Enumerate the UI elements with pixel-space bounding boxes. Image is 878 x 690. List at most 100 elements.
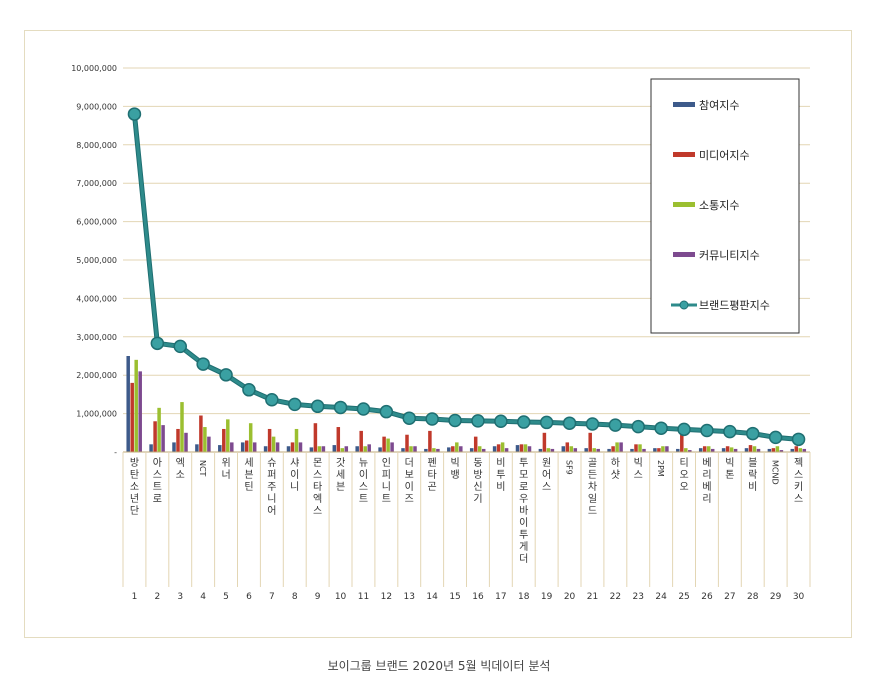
bar <box>473 436 478 452</box>
bar <box>634 444 638 452</box>
line-point <box>539 415 554 430</box>
bar <box>615 442 619 452</box>
bar <box>363 446 367 452</box>
y-tick-label: 2,000,000 <box>76 371 117 380</box>
legend-label: 브랜드평판지수 <box>699 299 770 312</box>
bar <box>665 446 669 452</box>
line-point <box>585 417 600 431</box>
bar <box>661 446 665 452</box>
bar <box>271 436 276 452</box>
bar <box>240 442 245 452</box>
bar <box>710 448 715 452</box>
bar <box>469 448 474 452</box>
rank-label: 23 <box>633 592 644 602</box>
line-point <box>333 400 348 415</box>
y-tick-label: 7,000,000 <box>76 179 117 188</box>
bar <box>130 382 134 452</box>
bar <box>195 444 199 452</box>
line-point <box>746 426 760 441</box>
bar <box>332 445 337 452</box>
bar <box>455 442 459 452</box>
bar <box>584 448 588 452</box>
y-tick-label: 1,000,000 <box>76 410 117 419</box>
rank-label: 30 <box>793 592 805 602</box>
bar <box>688 450 692 452</box>
bar <box>413 446 417 452</box>
line-point <box>608 418 623 432</box>
bar <box>428 430 432 452</box>
chart-frame: - 1,000,000 2,000,000 3,000,000 4,000,000 5,0… <box>24 30 852 638</box>
rank-label: 13 <box>404 592 415 602</box>
rank-label: 3 <box>177 592 183 602</box>
y-tick-label: 9,000,000 <box>76 102 117 111</box>
legend-label: 미디어지수 <box>699 149 750 162</box>
bar <box>477 446 482 452</box>
bar <box>176 428 180 452</box>
y-tick-labels: - 1,000,000 2,000,000 3,000,000 4,000,000 5,0… <box>71 64 117 457</box>
bar <box>401 448 405 452</box>
rank-label: 14 <box>426 592 438 602</box>
chart-caption: 보이그룹 브랜드 2020년 5월 빅데이터 분석 <box>327 659 551 673</box>
bar <box>779 450 784 452</box>
bar <box>248 423 253 452</box>
rank-label: 28 <box>747 592 759 602</box>
rank-label: 17 <box>495 592 506 602</box>
rank-label: 27 <box>724 592 735 602</box>
line-point <box>379 404 394 419</box>
bar <box>596 448 600 452</box>
brand-reputation-chart: - 1,000,000 2,000,000 3,000,000 4,000,000 5,0… <box>71 64 811 602</box>
line-point <box>562 416 577 430</box>
bar <box>756 448 761 452</box>
line-point <box>723 424 737 439</box>
bar <box>294 428 299 452</box>
rank-label: 21 <box>587 592 598 602</box>
bar <box>336 427 341 452</box>
bar <box>630 448 634 452</box>
rank-label: 19 <box>541 592 553 602</box>
bar <box>496 444 501 452</box>
line-point <box>356 402 371 416</box>
bar <box>565 442 570 452</box>
bar <box>733 448 738 452</box>
bar <box>432 448 436 452</box>
bar <box>226 419 230 452</box>
bar <box>607 448 611 452</box>
line-point <box>425 412 439 426</box>
bar <box>619 442 623 452</box>
bar <box>180 402 184 452</box>
bar <box>386 438 390 452</box>
y-tick-label: 6,000,000 <box>76 218 117 227</box>
line-point <box>127 107 142 121</box>
bar <box>459 446 463 452</box>
rank-label: 26 <box>701 592 713 602</box>
bar <box>153 421 157 452</box>
bar <box>698 448 703 452</box>
bar <box>790 448 795 452</box>
bar <box>309 447 314 452</box>
bar <box>744 448 749 452</box>
rank-label: 9 <box>315 592 321 602</box>
bar <box>424 448 428 452</box>
legend-swatch <box>673 152 695 157</box>
rank-label: 20 <box>564 592 576 602</box>
rank-label: 1 <box>132 592 138 602</box>
bar <box>729 447 734 452</box>
bar <box>157 407 161 452</box>
rank-label: 18 <box>518 592 530 602</box>
